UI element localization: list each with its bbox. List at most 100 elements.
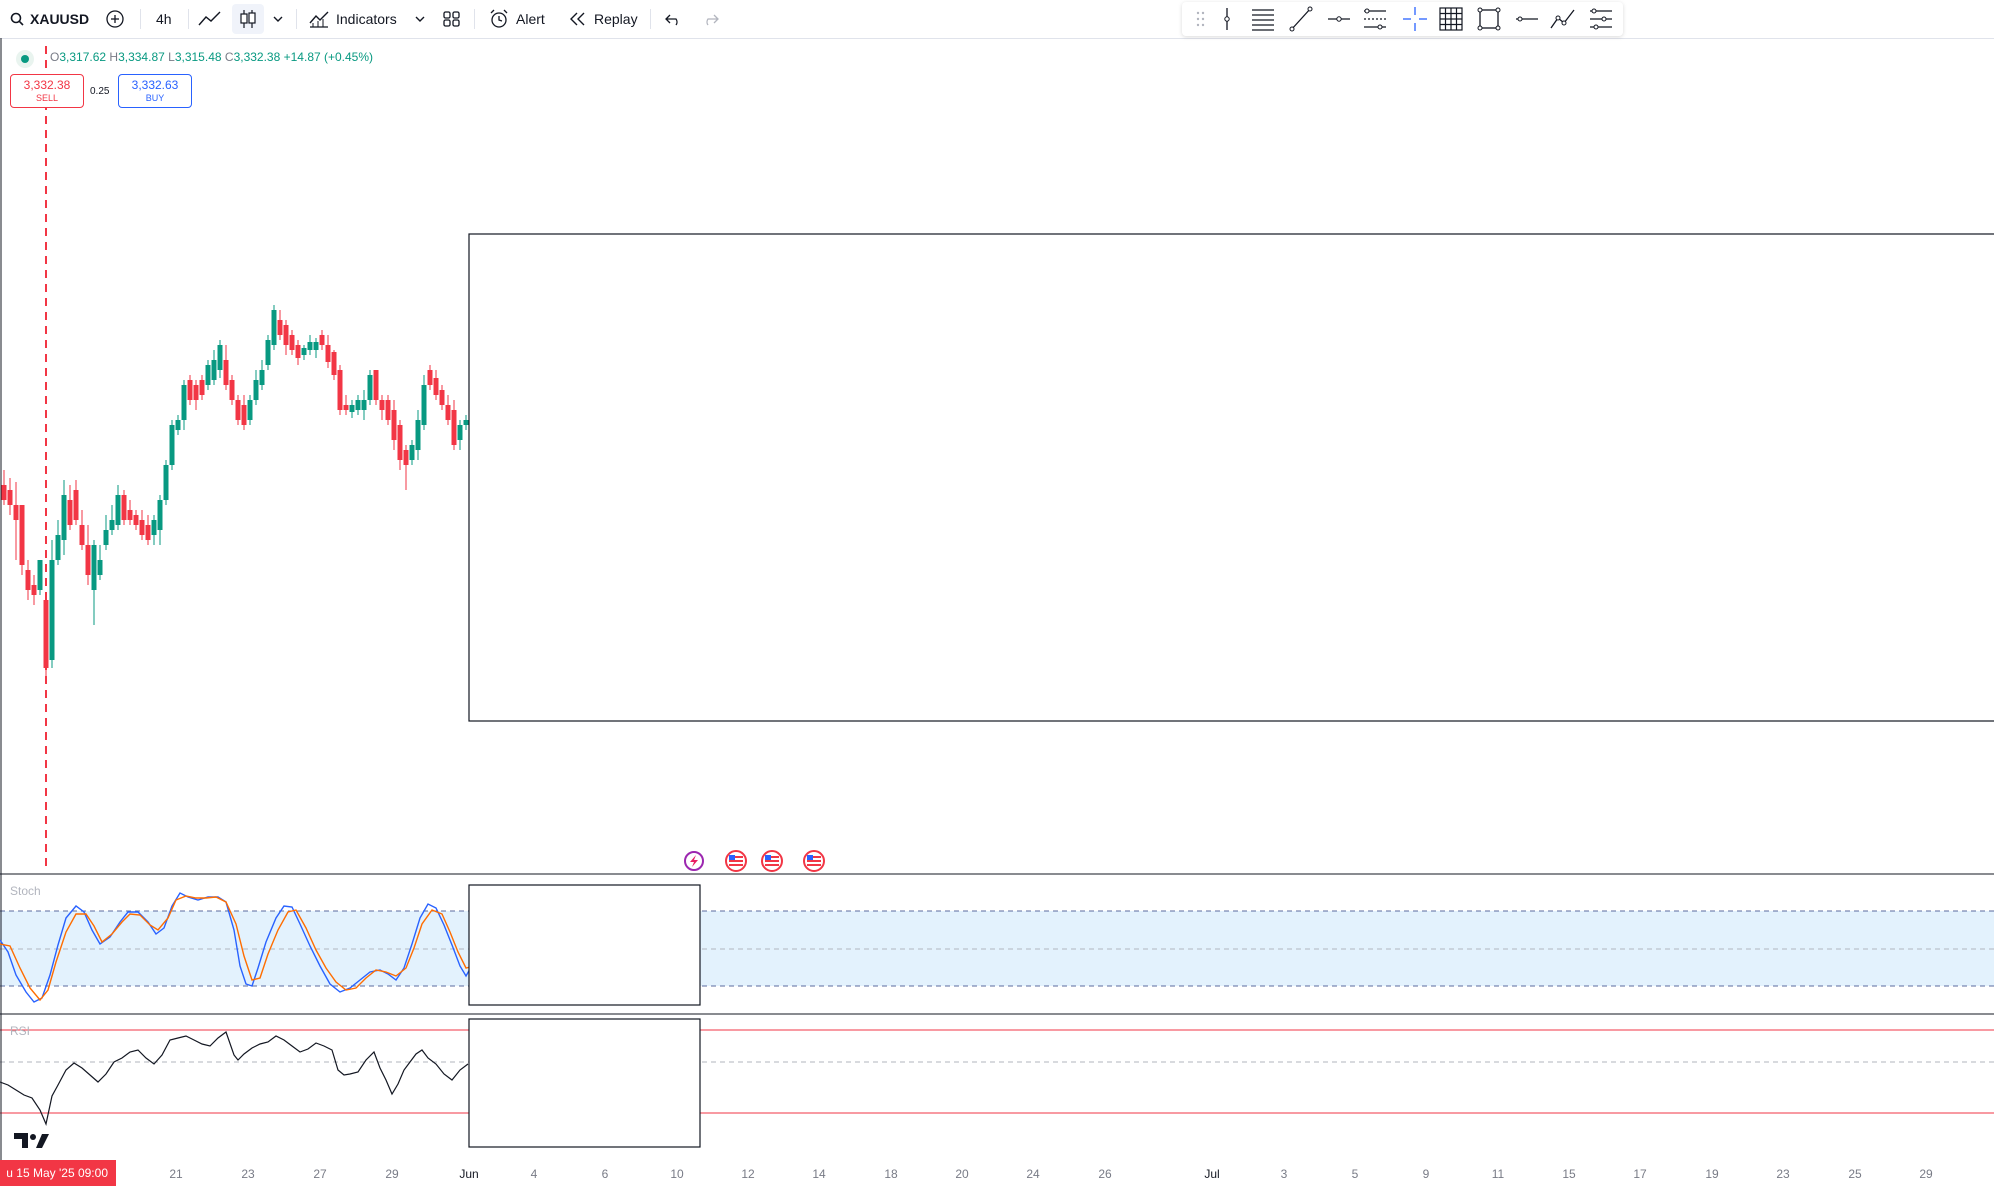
horizontal-lines-icon[interactable] xyxy=(1248,2,1278,36)
compare-button[interactable] xyxy=(105,0,125,38)
symbol-search[interactable]: XAUUSD xyxy=(10,0,89,38)
rectangle-icon[interactable] xyxy=(1474,2,1504,36)
time-tick: 19 xyxy=(1705,1167,1719,1181)
path-icon[interactable] xyxy=(1548,2,1578,36)
candle-body xyxy=(343,405,349,410)
candle-body xyxy=(295,345,301,358)
drawn-rectangle-stoch[interactable] xyxy=(468,884,701,1006)
candle-body xyxy=(307,342,313,350)
candle-body xyxy=(145,525,151,540)
chevron-down-icon xyxy=(415,16,425,22)
time-tick: 10 xyxy=(670,1167,684,1181)
stoch-band xyxy=(0,911,1994,986)
sell-button[interactable]: 3,332.38 SELL xyxy=(10,74,84,108)
plus-circle-icon xyxy=(106,10,124,28)
time-tick: 20 xyxy=(955,1167,969,1181)
candle-body xyxy=(253,380,259,400)
horizontal-line-icon[interactable] xyxy=(1512,2,1542,36)
time-tick: 17 xyxy=(1633,1167,1647,1181)
line-chart-button[interactable] xyxy=(198,0,222,38)
trend-line-icon[interactable] xyxy=(1286,2,1316,36)
toolbar-divider xyxy=(140,9,141,29)
grid-icon[interactable] xyxy=(1436,2,1466,36)
redo-button[interactable] xyxy=(700,0,720,38)
time-tick: Jul xyxy=(1204,1167,1220,1181)
crosshair-date-label: u 15 May '25 09:00 xyxy=(0,1160,116,1186)
candle-body xyxy=(409,445,415,460)
candle-body xyxy=(211,360,217,380)
settings-lines-icon[interactable] xyxy=(1586,2,1616,36)
indicators-button[interactable]: Indicators xyxy=(308,0,397,38)
time-tick: 14 xyxy=(812,1167,826,1181)
drag-handle-icon[interactable] xyxy=(1186,2,1216,36)
ohlc-legend: O3,317.62 H3,334.87 L3,315.48 C3,332.38 … xyxy=(50,50,373,64)
candle-body xyxy=(55,535,61,560)
candle-body xyxy=(223,360,229,385)
replay-button[interactable]: Replay xyxy=(568,0,638,38)
chevron-down-icon xyxy=(273,16,283,22)
candle-body xyxy=(403,450,409,465)
indicators-icon xyxy=(309,11,329,28)
us-flag-event-icon[interactable] xyxy=(761,850,783,872)
candle-body xyxy=(205,365,211,385)
candle-body xyxy=(97,560,103,575)
status-dot xyxy=(21,55,29,63)
high-value: 3,334.87 xyxy=(118,50,165,64)
drawing-toolbar xyxy=(1182,2,1623,36)
candle-body xyxy=(187,380,193,400)
alert-button[interactable]: Alert xyxy=(488,0,545,38)
market-status-indicator[interactable] xyxy=(16,50,34,68)
candle-body xyxy=(163,465,169,500)
candle-body xyxy=(217,345,223,370)
candle-body xyxy=(427,370,433,385)
toolbar-divider xyxy=(650,9,651,29)
time-tick: 12 xyxy=(741,1167,755,1181)
templates-icon xyxy=(443,11,460,27)
candle-body xyxy=(337,370,343,410)
parallel-channel-icon[interactable] xyxy=(1360,2,1390,36)
time-tick: 4 xyxy=(530,1167,538,1181)
top-toolbar: XAUUSD 4h Indicators xyxy=(0,0,1994,39)
candle-body xyxy=(271,310,277,345)
candle-body xyxy=(193,385,199,400)
time-tick: Jun xyxy=(459,1167,479,1181)
candle-body xyxy=(151,520,157,535)
candle-body xyxy=(325,345,331,362)
candle-chart-button[interactable] xyxy=(232,4,264,34)
candle-body xyxy=(103,530,109,545)
layouts-button[interactable] xyxy=(442,0,462,38)
indicators-dropdown[interactable] xyxy=(414,0,426,38)
spread-value: 0.25 xyxy=(90,86,110,97)
us-flag-event-icon[interactable] xyxy=(725,850,747,872)
crosshair-icon[interactable] xyxy=(1400,2,1430,36)
timeframe-button[interactable]: 4h xyxy=(156,0,172,38)
line-chart-icon xyxy=(198,11,221,26)
rsi-pane-label[interactable]: RSI xyxy=(10,1024,31,1038)
drawn-rectangle-main[interactable] xyxy=(468,233,1994,722)
time-tick: 26 xyxy=(1098,1167,1112,1181)
drawn-rectangle-rsi[interactable] xyxy=(468,1018,701,1148)
stoch-pane-label[interactable]: Stoch xyxy=(10,884,41,898)
candle-body xyxy=(247,400,253,420)
vertical-line-icon[interactable] xyxy=(1212,2,1242,36)
sell-label: SELL xyxy=(35,93,59,103)
candle-body xyxy=(115,495,121,525)
candlestick-series xyxy=(1,305,469,680)
candlestick-icon xyxy=(240,10,256,28)
buy-button[interactable]: 3,332.63 BUY xyxy=(118,74,192,108)
lightning-event-icon[interactable] xyxy=(684,851,704,871)
candle-body xyxy=(433,378,439,395)
candle-body xyxy=(31,585,37,595)
horizontal-ray-icon[interactable] xyxy=(1324,2,1354,36)
candle-body xyxy=(445,405,451,420)
alarm-clock-icon xyxy=(490,9,508,28)
candle-body xyxy=(85,545,91,575)
candle-body xyxy=(49,560,55,660)
us-flag-event-icon[interactable] xyxy=(803,850,825,872)
candle-body xyxy=(349,405,355,412)
candle-body xyxy=(319,335,325,345)
chart-type-dropdown[interactable] xyxy=(272,0,284,38)
candle-body xyxy=(133,515,139,525)
undo-button[interactable] xyxy=(664,0,684,38)
